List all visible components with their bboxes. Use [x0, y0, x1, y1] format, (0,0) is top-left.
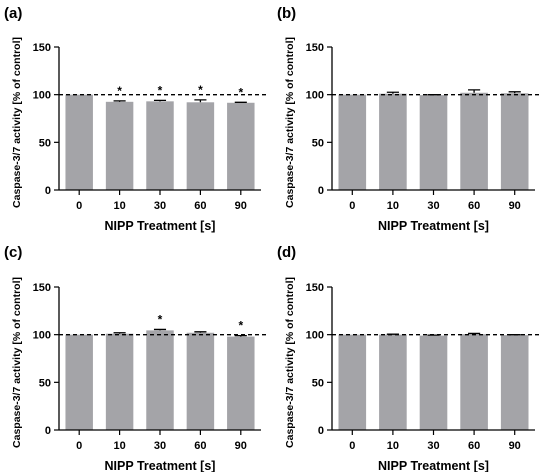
bar — [65, 94, 93, 190]
bar — [105, 101, 134, 190]
x-tick-label: 60 — [468, 440, 480, 452]
x-tick-label: 10 — [113, 200, 125, 212]
error-bar — [194, 99, 207, 103]
bar — [338, 334, 367, 430]
bar — [227, 102, 255, 190]
chart-panel-4: (d) 0 50 100 150 0 10 30 60 90 NIPP Treatment [s] C… — [277, 244, 541, 472]
x-tick-label: 10 — [387, 200, 399, 212]
bar — [186, 332, 215, 430]
bar — [500, 335, 529, 430]
x-tick-label: 0 — [349, 440, 355, 452]
y-axis-label: Caspase-3/7 activity [% of control] — [284, 37, 296, 208]
x-tick-label: 60 — [468, 200, 480, 212]
y-axis-label: Caspase-3/7 activity [% of control] — [284, 277, 296, 448]
x-tick-label: 0 — [76, 200, 82, 212]
y-tick-label: 0 — [318, 185, 324, 197]
error-bar — [468, 89, 481, 93]
y-tick-label: 150 — [306, 42, 324, 54]
x-tick-label: 30 — [154, 200, 166, 212]
panel-label: (b) — [277, 5, 296, 22]
y-tick-label: 150 — [33, 42, 51, 54]
y-tick-label: 150 — [306, 282, 324, 294]
bar — [460, 92, 488, 190]
significance-star: * — [238, 85, 243, 99]
x-tick-label: 90 — [509, 440, 521, 452]
y-tick-label: 150 — [33, 282, 51, 294]
bar — [379, 334, 407, 430]
bar — [227, 336, 255, 430]
x-axis-label: NIPP Treatment [s] — [105, 459, 216, 472]
panel-label: (c) — [4, 244, 22, 261]
panel-label: (a) — [4, 5, 22, 22]
x-tick-label: 60 — [194, 200, 206, 212]
error-bar — [153, 328, 167, 331]
bar — [105, 333, 134, 430]
x-tick-label: 30 — [154, 440, 166, 452]
significance-star: * — [158, 83, 163, 97]
x-tick-label: 30 — [427, 200, 439, 212]
y-tick-label: 50 — [312, 137, 324, 149]
x-tick-label: 90 — [235, 200, 247, 212]
chart-panel-3: (c) * * 0 50 100 150 0 10 30 60 90 NIPP Treatment [s… — [4, 244, 267, 472]
y-tick-label: 50 — [312, 377, 324, 389]
x-tick-label: 30 — [427, 440, 439, 452]
significance-star: * — [158, 312, 163, 326]
y-axis-label: Caspase-3/7 activity [% of control] — [11, 37, 23, 208]
x-tick-label: 90 — [235, 440, 247, 452]
bar — [419, 95, 448, 190]
error-bar — [234, 334, 247, 337]
y-tick-label: 100 — [33, 90, 51, 102]
x-tick-label: 0 — [349, 200, 355, 212]
y-tick-label: 0 — [45, 185, 51, 197]
bar — [65, 334, 93, 430]
x-axis-label: NIPP Treatment [s] — [105, 219, 216, 233]
y-tick-label: 50 — [39, 137, 51, 149]
x-tick-label: 0 — [76, 440, 82, 452]
bar — [500, 93, 529, 190]
error-bar — [194, 331, 207, 333]
x-tick-label: 10 — [387, 440, 399, 452]
x-tick-label: 60 — [194, 440, 206, 452]
error-bar — [113, 100, 126, 102]
chart-panel-2: (b) 0 50 100 150 0 10 30 60 90 NIPP Treatment [s] C… — [277, 5, 541, 233]
x-tick-label: 90 — [509, 200, 521, 212]
y-axis-label: Caspase-3/7 activity [% of control] — [11, 277, 23, 448]
bar — [186, 102, 215, 190]
y-tick-label: 0 — [45, 425, 51, 437]
bar — [379, 93, 407, 190]
y-tick-label: 100 — [33, 330, 51, 342]
error-bar — [508, 91, 521, 94]
chart-panel-1: (a) * * * * 0 50 100 150 0 10 30 60 90 NIPP Treatment … — [4, 5, 267, 233]
significance-star: * — [238, 319, 243, 333]
bar — [146, 330, 174, 430]
x-axis-label: NIPP Treatment [s] — [378, 219, 489, 233]
bar — [146, 101, 174, 190]
y-tick-label: 100 — [306, 90, 324, 102]
y-tick-label: 100 — [306, 330, 324, 342]
x-tick-label: 10 — [113, 440, 125, 452]
significance-star: * — [117, 84, 122, 98]
y-tick-label: 0 — [318, 425, 324, 437]
bar — [419, 335, 448, 430]
panel-label: (d) — [277, 244, 296, 261]
significance-star: * — [198, 83, 203, 97]
bar — [460, 334, 488, 430]
bar — [338, 94, 367, 190]
y-tick-label: 50 — [39, 377, 51, 389]
error-bar — [386, 91, 399, 94]
error-bar — [153, 99, 167, 102]
error-bar — [113, 332, 126, 334]
x-axis-label: NIPP Treatment [s] — [378, 459, 489, 472]
